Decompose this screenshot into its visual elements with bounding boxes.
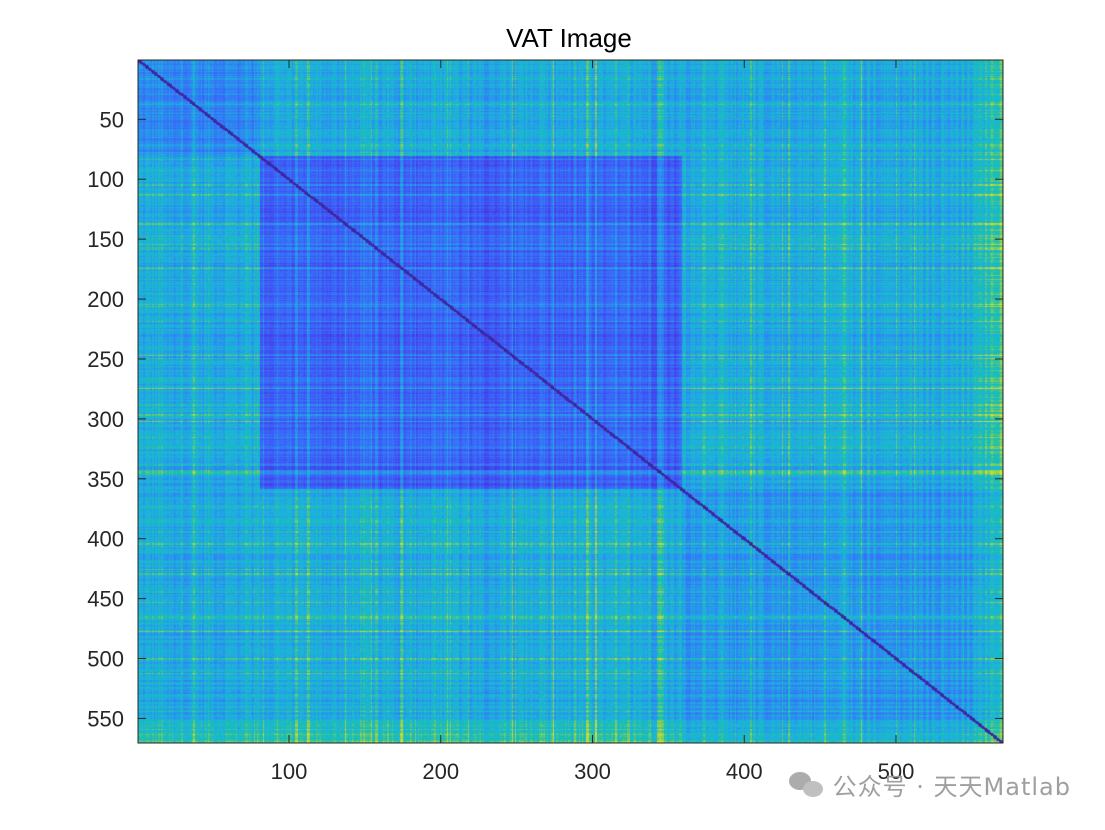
y-tick-label: 550	[87, 706, 124, 731]
y-tick-label: 400	[87, 527, 124, 552]
x-tick-label: 500	[878, 759, 915, 784]
x-tick-label: 100	[271, 759, 308, 784]
wechat-icon	[788, 770, 825, 800]
watermark: 公众号 · 天天Matlab	[788, 767, 1071, 802]
y-axis: 50 100 150 200 250 300 350 400 450 500 550	[87, 107, 1003, 731]
plot-area	[137, 59, 1004, 744]
plot-frame	[137, 59, 1004, 744]
y-tick-label: 450	[87, 587, 124, 612]
y-tick-label: 500	[87, 647, 124, 672]
x-tick-label: 300	[574, 759, 611, 784]
chart-title: VAT Image	[506, 23, 632, 53]
y-tick-label: 250	[87, 347, 124, 372]
watermark-text: 公众号 · 天天Matlab	[832, 773, 1071, 801]
y-tick-label: 300	[87, 407, 124, 432]
y-tick-label: 100	[87, 167, 124, 192]
x-axis: 100 200 300 400 500	[271, 60, 915, 784]
x-tick-label: 400	[726, 759, 763, 784]
x-tick-label: 200	[422, 759, 459, 784]
y-tick-label: 50	[100, 107, 124, 132]
heatmap-image	[138, 60, 1003, 743]
y-tick-label: 150	[87, 227, 124, 252]
y-tick-label: 200	[87, 287, 124, 312]
y-tick-label: 350	[87, 467, 124, 492]
